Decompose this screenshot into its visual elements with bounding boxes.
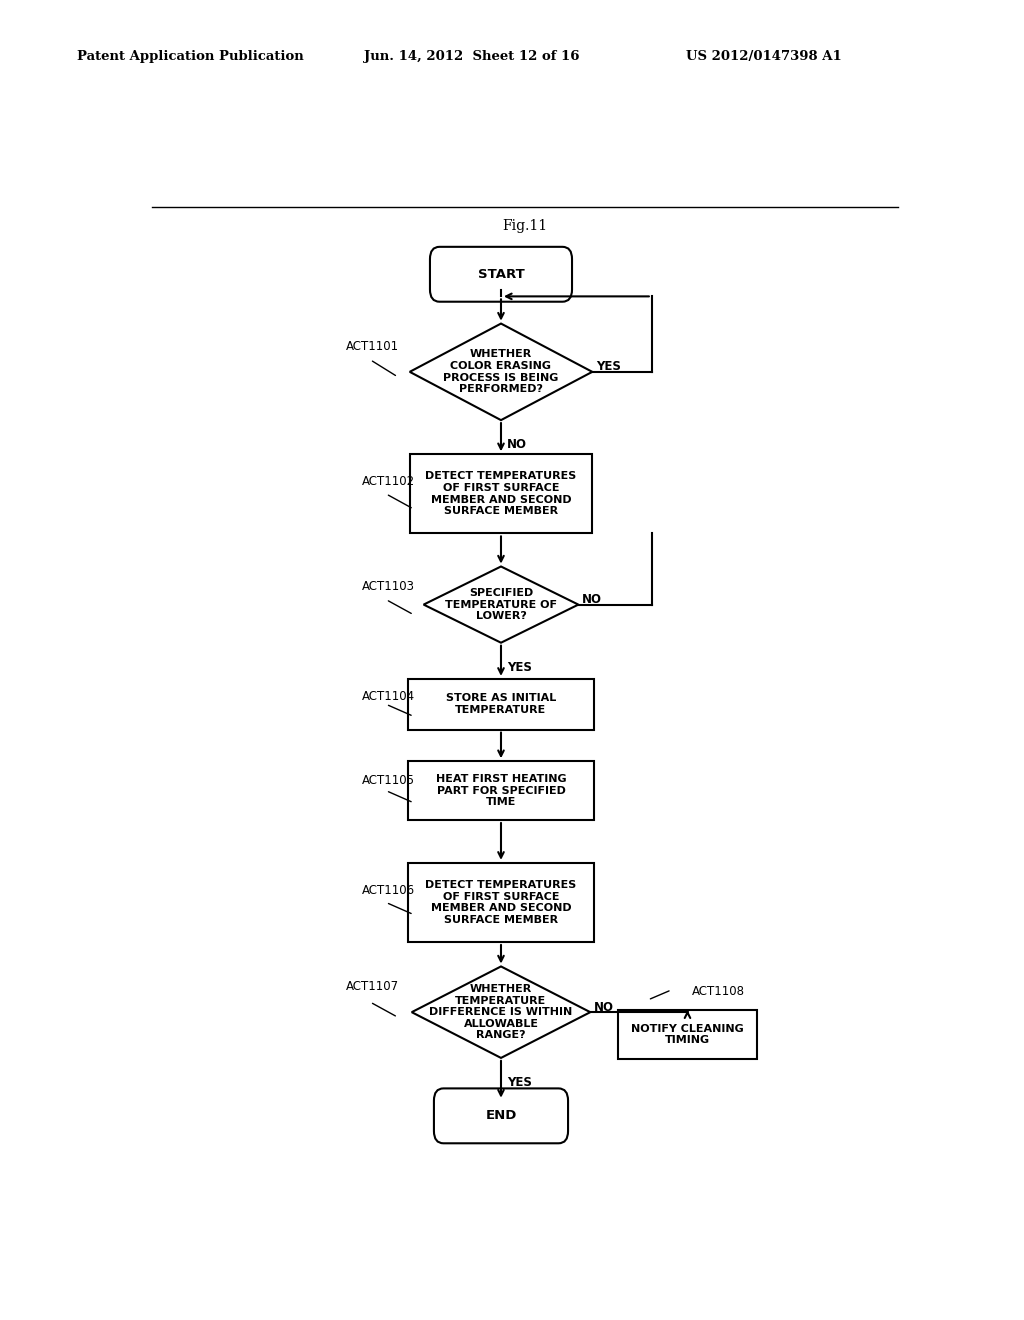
Text: ACT1104: ACT1104 [362,689,416,702]
FancyBboxPatch shape [430,247,572,302]
Bar [408,762,594,820]
Text: START: START [477,268,524,281]
Polygon shape [412,966,590,1057]
Bar [408,678,594,730]
Polygon shape [410,323,592,420]
Text: ACT1107: ACT1107 [346,981,399,993]
Text: Jun. 14, 2012  Sheet 12 of 16: Jun. 14, 2012 Sheet 12 of 16 [364,50,579,63]
Text: NOTIFY CLEANING
TIMING: NOTIFY CLEANING TIMING [631,1024,743,1045]
Text: NO: NO [507,438,527,451]
Text: YES: YES [507,1076,532,1089]
Text: YES: YES [596,360,622,374]
Bar [618,1010,757,1059]
Text: WHETHER
TEMPERATURE
DIFFERENCE IS WITHIN
ALLOWABLE
RANGE?: WHETHER TEMPERATURE DIFFERENCE IS WITHIN… [429,983,572,1040]
Text: US 2012/0147398 A1: US 2012/0147398 A1 [686,50,842,63]
Text: ACT1102: ACT1102 [362,475,416,488]
Text: DETECT TEMPERATURES
OF FIRST SURFACE
MEMBER AND SECOND
SURFACE MEMBER: DETECT TEMPERATURES OF FIRST SURFACE MEM… [425,880,577,925]
Text: NO: NO [583,593,602,606]
Text: ACT1106: ACT1106 [362,883,416,896]
Text: HEAT FIRST HEATING
PART FOR SPECIFIED
TIME: HEAT FIRST HEATING PART FOR SPECIFIED TI… [435,774,566,808]
Text: STORE AS INITIAL
TEMPERATURE: STORE AS INITIAL TEMPERATURE [445,693,556,715]
Text: Fig.11: Fig.11 [502,219,548,234]
Bar [408,863,594,942]
Text: ACT1103: ACT1103 [362,579,415,593]
Text: END: END [485,1109,517,1122]
Bar [410,454,592,533]
Text: Patent Application Publication: Patent Application Publication [77,50,303,63]
Text: SPECIFIED
TEMPERATURE OF
LOWER?: SPECIFIED TEMPERATURE OF LOWER? [445,587,557,622]
Text: ACT1101: ACT1101 [346,341,399,352]
FancyBboxPatch shape [434,1089,568,1143]
Text: DETECT TEMPERATURES
OF FIRST SURFACE
MEMBER AND SECOND
SURFACE MEMBER: DETECT TEMPERATURES OF FIRST SURFACE MEM… [425,471,577,516]
Text: YES: YES [507,661,532,675]
Polygon shape [424,566,579,643]
Text: ACT1105: ACT1105 [362,774,415,787]
Text: WHETHER
COLOR ERASING
PROCESS IS BEING
PERFORMED?: WHETHER COLOR ERASING PROCESS IS BEING P… [443,350,559,395]
Text: NO: NO [594,1001,614,1014]
Text: ACT1108: ACT1108 [691,985,744,998]
